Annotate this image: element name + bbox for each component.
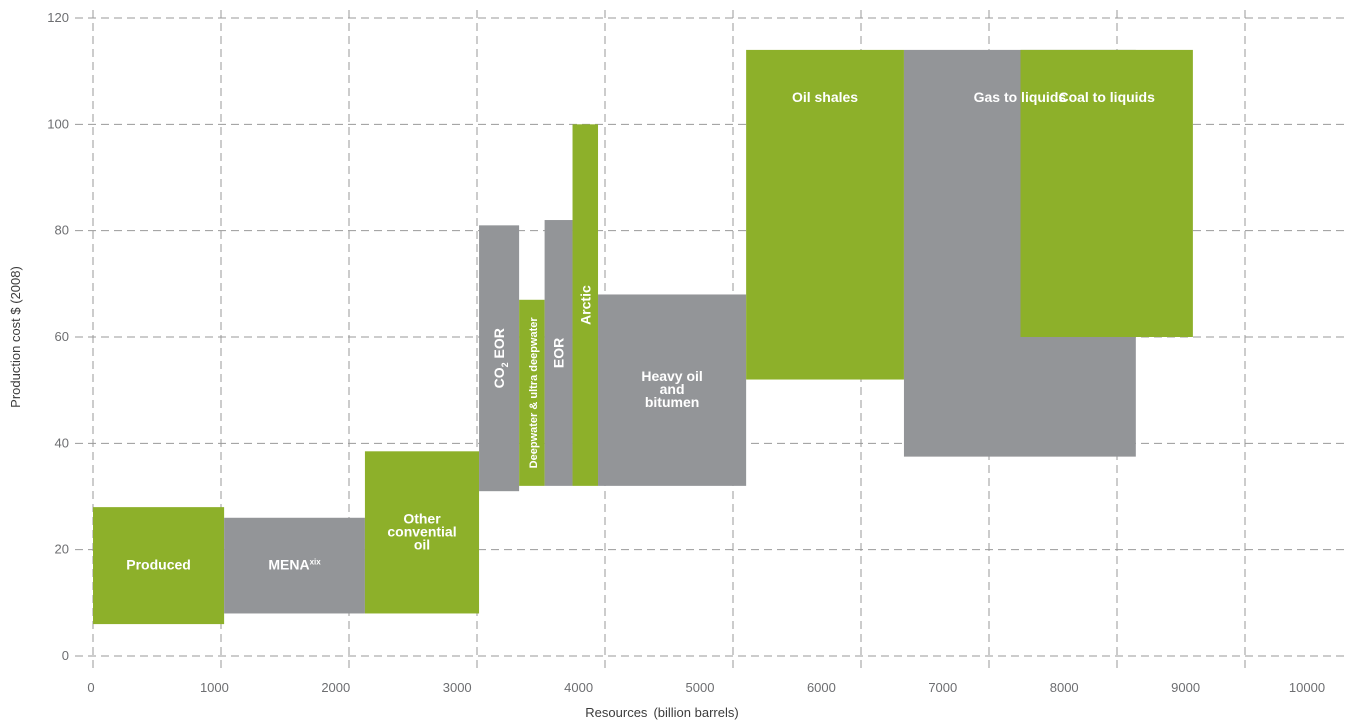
x-tick-label: 3000 (443, 680, 472, 695)
bar-label: Gas to liquids (974, 89, 1067, 105)
bar-produced (93, 507, 225, 625)
bar-label: Arctic (577, 285, 593, 325)
y-tick-label: 60 (55, 329, 69, 344)
bar-co (479, 225, 520, 492)
x-tick-label: 5000 (686, 680, 715, 695)
y-tick-label: 100 (47, 116, 69, 131)
bar-label: Oil shales (792, 89, 858, 105)
bar-oil-shales (746, 49, 904, 380)
x-tick-label: 9000 (1171, 680, 1200, 695)
x-tick-label: 2000 (321, 680, 350, 695)
bar-label: Coal to liquids (1058, 89, 1155, 105)
x-tick-label: 8000 (1050, 680, 1079, 695)
bars (93, 49, 1193, 625)
x-tick-label: 6000 (807, 680, 836, 695)
y-tick-label: 120 (47, 10, 69, 25)
bar-other-convential-oil (364, 451, 480, 614)
x-axis-unit: (billion barrels) (653, 705, 738, 720)
x-tick-label: 1000 (200, 680, 229, 695)
bar-label: Heavy oil and bitumen (641, 368, 702, 410)
bar-heavy-oil-and-bitumen (598, 294, 747, 486)
bar-label: CO2 EOR (491, 328, 510, 388)
y-tick-label: 80 (55, 223, 69, 238)
bar-eor (544, 220, 573, 486)
bar-label: Other convential oil (387, 510, 456, 552)
bar-deepwater-ultra-deepwater (519, 299, 545, 486)
y-tick-label: 40 (55, 435, 69, 450)
x-tick-label: 0 (87, 680, 94, 695)
bar-label: MENAxix (268, 557, 321, 573)
y-tick-label: 20 (55, 542, 69, 557)
x-axis-title: Resources (billion barrels) (585, 705, 738, 720)
x-tick-label: 4000 (564, 680, 593, 695)
tick-labels: 0 20 40 60 80 100 120 0 1000 2000 3000 4000 5000 6000… (47, 10, 1325, 695)
x-tick-label: 7000 (928, 680, 957, 695)
y-tick-label: 0 (62, 648, 69, 663)
bar-label: Deepwater & ultra deepwater (528, 317, 540, 469)
bar-coal-to-liquids (1020, 49, 1193, 338)
bar-mena (224, 517, 365, 614)
bar-arctic (572, 124, 599, 486)
bar-labels: Produced MENAxix Other convential oil CO2 EOR… (126, 89, 1155, 573)
x-tick-label: 10000 (1289, 680, 1325, 695)
y-axis-title: Production cost $ (2008) (8, 266, 23, 408)
bar-label: EOR (551, 338, 567, 368)
bar-label: Produced (126, 557, 191, 573)
x-axis-label: Resources (585, 705, 648, 720)
